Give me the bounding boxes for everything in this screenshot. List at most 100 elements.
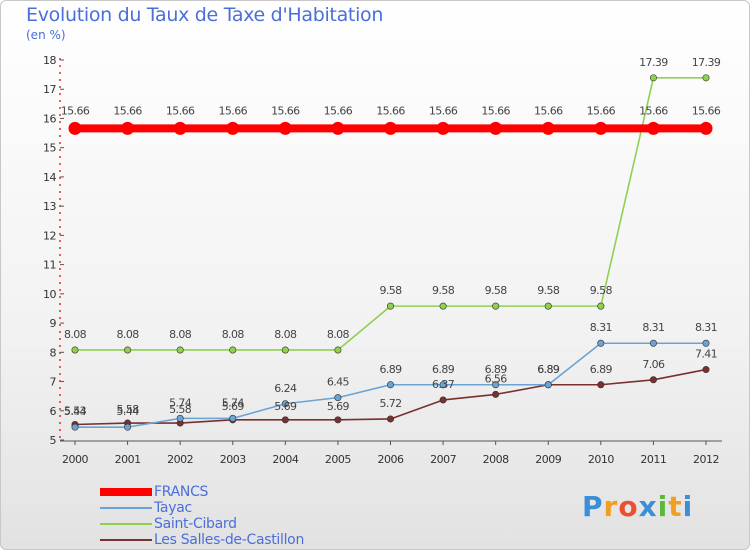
data-label: 6.56	[485, 372, 508, 385]
data-label: 5.69	[327, 400, 350, 413]
data-point	[124, 346, 132, 354]
series-lines	[68, 74, 713, 431]
data-label: 15.66	[429, 104, 458, 117]
logo-letter: t	[668, 490, 683, 523]
data-label: 15.66	[61, 104, 90, 117]
data-label: 15.66	[271, 104, 300, 117]
x-tick-label: 2006	[378, 453, 404, 466]
data-label: 6.89	[379, 363, 402, 376]
data-label: 7.41	[695, 348, 717, 361]
data-label: 5.58	[169, 403, 192, 416]
data-point	[597, 339, 605, 347]
x-tick-label: 2001	[115, 453, 141, 466]
data-point	[281, 416, 289, 424]
logo-letter: P	[582, 490, 604, 523]
data-label: 5.74	[169, 396, 192, 409]
data-label: 6.89	[537, 363, 560, 376]
y-tick-label: 6	[50, 405, 57, 418]
y-tick-label: 12	[43, 229, 56, 242]
data-label: 15.66	[639, 104, 668, 117]
data-point	[649, 376, 657, 384]
y-tick-label: 16	[43, 112, 56, 125]
data-label: 8.08	[169, 328, 192, 341]
data-label: 6.37	[432, 378, 455, 391]
y-tick-label: 9	[50, 317, 57, 330]
data-point	[646, 121, 660, 135]
y-tick-label: 17	[43, 83, 56, 96]
chart-title: Evolution du Taux de Taxe d'Habitation	[26, 4, 384, 26]
x-tick-label: 2004	[272, 453, 298, 466]
data-label: 5.69	[274, 400, 297, 413]
tick-labels: 5 6 7 8 9 10 11 12 13 14 15 16 17 18 2000 2001 2002 2003 2…	[43, 54, 720, 466]
data-label: 6.24	[274, 382, 297, 395]
data-point	[334, 416, 342, 424]
data-label: 15.66	[692, 104, 721, 117]
y-tick-label: 7	[50, 376, 57, 389]
legend-swatch	[100, 523, 152, 525]
data-point	[594, 121, 608, 135]
legend-label: FRANCS	[154, 484, 209, 500]
data-label: 8.08	[222, 328, 245, 341]
x-tick-label: 2009	[535, 453, 561, 466]
data-point	[702, 74, 710, 82]
data-label: 15.66	[587, 104, 616, 117]
x-tick-label: 2003	[220, 453, 246, 466]
data-label: 5.69	[222, 400, 245, 413]
data-point	[439, 302, 447, 310]
data-label: 6.89	[537, 363, 560, 376]
data-point	[544, 302, 552, 310]
data-label: 8.31	[642, 321, 664, 334]
data-point	[173, 121, 187, 135]
y-tick-label: 15	[43, 142, 56, 155]
data-label: 8.08	[327, 328, 350, 341]
data-point	[492, 381, 500, 389]
legend-label: Les Salles-de-Castillon	[154, 532, 305, 548]
data-label: 8.08	[274, 328, 297, 341]
y-tick-label: 11	[43, 259, 56, 272]
y-tick-label: 8	[50, 346, 57, 359]
data-point	[384, 121, 397, 135]
data-point	[281, 400, 289, 408]
data-label: 15.66	[376, 104, 405, 117]
logo-letter: r	[603, 490, 619, 523]
data-point	[489, 121, 503, 135]
data-point	[229, 346, 237, 354]
data-label: 8.08	[117, 328, 140, 341]
data-label: 5.74	[222, 396, 245, 409]
data-label: 15.66	[481, 104, 510, 117]
data-label: 15.66	[219, 104, 248, 117]
data-point	[386, 381, 394, 389]
data-label: 6.45	[327, 376, 350, 389]
data-label: 6.89	[590, 363, 613, 376]
data-label: 8.08	[64, 328, 87, 341]
data-label: 9.58	[537, 284, 560, 297]
data-label: 5.72	[379, 397, 401, 410]
data-point	[71, 423, 79, 431]
data-point	[386, 302, 394, 310]
data-point	[68, 121, 82, 135]
data-point	[436, 121, 450, 135]
data-point	[121, 121, 135, 135]
data-label: 8.31	[590, 321, 612, 334]
logo-letter: i	[682, 490, 694, 523]
legend-swatch	[100, 539, 152, 541]
data-point	[71, 346, 79, 354]
x-tick-label: 2002	[167, 453, 193, 466]
data-label: 8.31	[695, 321, 717, 334]
data-label: 15.66	[166, 104, 195, 117]
data-point	[439, 381, 447, 389]
y-tick-label: 5	[50, 434, 57, 447]
data-point	[334, 394, 342, 402]
data-point	[226, 121, 240, 135]
data-point	[649, 339, 657, 347]
logo-letter: i	[657, 490, 669, 523]
data-label: 15.66	[113, 104, 142, 117]
data-point	[541, 121, 555, 135]
x-tick-label: 2011	[640, 453, 666, 466]
data-point	[649, 74, 657, 82]
x-tick-label: 2007	[430, 453, 456, 466]
data-label: 17.39	[639, 56, 668, 69]
x-tick-label: 2010	[588, 453, 614, 466]
data-label: 6.89	[432, 363, 455, 376]
